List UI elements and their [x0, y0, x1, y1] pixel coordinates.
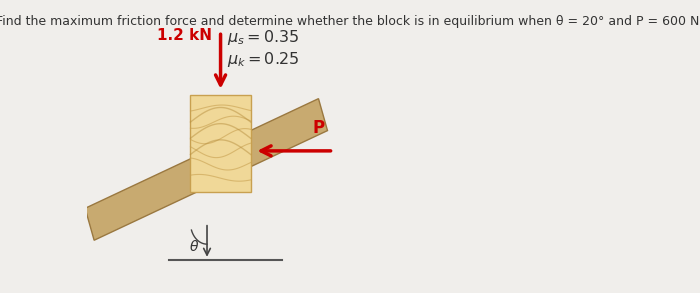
- Text: 1.2 kN: 1.2 kN: [157, 28, 211, 43]
- Text: P: P: [312, 119, 325, 137]
- Bar: [190, 95, 251, 192]
- Text: Find the maximum friction force and determine whether the block is in equilibriu: Find the maximum friction force and dete…: [0, 15, 700, 28]
- Text: $\theta$: $\theta$: [189, 239, 199, 254]
- Polygon shape: [85, 99, 328, 240]
- Text: $\mu_s = 0.35$: $\mu_s = 0.35$: [227, 28, 299, 47]
- Text: $\mu_k = 0.25$: $\mu_k = 0.25$: [227, 50, 299, 69]
